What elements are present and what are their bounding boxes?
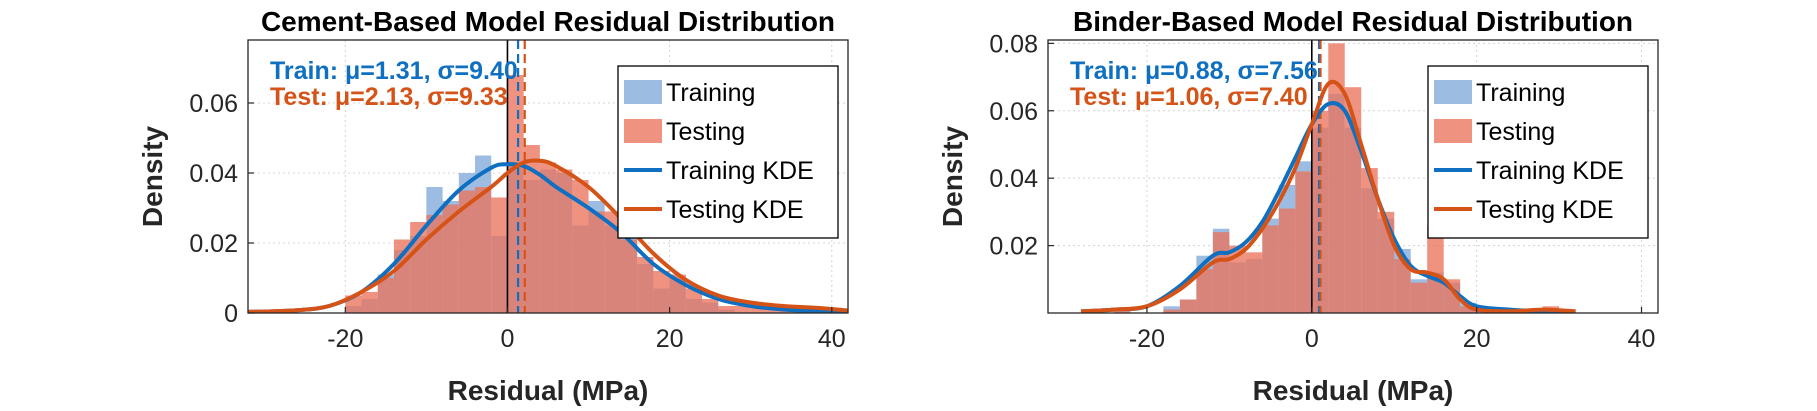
y-tick-label: 0.02 xyxy=(989,233,1038,261)
test-hist-bar xyxy=(734,306,751,313)
y-axis-label: Density xyxy=(137,126,168,228)
y-axis-label: Density xyxy=(937,126,968,228)
test-hist-bar xyxy=(1163,309,1180,313)
x-tick-label: 20 xyxy=(1463,325,1491,353)
test-hist-bar xyxy=(718,306,735,313)
test-hist-bar xyxy=(458,190,476,313)
test-hist-bar xyxy=(1361,168,1378,313)
legend-label: Training xyxy=(1476,79,1565,107)
test-hist-bar xyxy=(1278,208,1296,313)
legend-swatch-training xyxy=(1434,80,1472,104)
test-hist-bar xyxy=(1262,225,1279,313)
x-tick-label: 40 xyxy=(818,325,846,353)
x-tick-label: 0 xyxy=(501,325,515,353)
test-hist-bar xyxy=(556,169,573,313)
test-hist-bar xyxy=(653,271,670,313)
train-stats-text: Train: μ=1.31, σ=9.40 xyxy=(270,57,518,85)
test-hist-bar xyxy=(604,211,621,313)
test-hist-bar xyxy=(1245,252,1263,313)
test-hist-bar xyxy=(637,257,654,313)
x-tick-label: 20 xyxy=(656,325,684,353)
y-tick-label: 0 xyxy=(224,300,238,328)
test-hist-bar xyxy=(475,187,492,313)
test-hist-bar xyxy=(507,75,524,313)
test-hist-bar xyxy=(702,299,719,313)
test-hist-bar xyxy=(1113,309,1131,313)
test-hist-bar xyxy=(1328,43,1345,314)
x-tick-label: -20 xyxy=(1129,325,1165,353)
legend-label: Testing xyxy=(666,118,745,146)
legend: Training Testing Training KDE Testing KDE xyxy=(617,65,839,239)
test-hist-bar xyxy=(1196,269,1213,313)
test-hist-bar xyxy=(426,215,443,313)
legend-label: Testing KDE xyxy=(666,196,804,224)
test-hist-bar xyxy=(377,278,394,313)
test-hist-bar xyxy=(750,306,767,313)
x-tick-label: 40 xyxy=(1628,325,1656,353)
chart-title: Binder-Based Model Residual Distribution xyxy=(1073,6,1633,37)
test-stats-text: Test: μ=2.13, σ=9.33 xyxy=(270,83,508,111)
test-hist-bar xyxy=(523,145,540,313)
axes-box xyxy=(1047,39,1659,314)
train-stats-text: Train: μ=0.88, σ=7.56 xyxy=(1070,57,1318,85)
test-hist-bar xyxy=(588,211,605,313)
test-hist-bar xyxy=(1460,306,1477,313)
test-hist-bar xyxy=(1229,245,1246,313)
test-hist-bar xyxy=(1394,259,1411,313)
train-kde-line xyxy=(1080,101,1576,313)
test-hist-bar xyxy=(620,239,638,313)
test-hist-bar xyxy=(1179,299,1197,313)
test-hist-bar xyxy=(539,162,557,313)
test-hist-bar xyxy=(442,204,459,313)
test-hist-bar xyxy=(1427,225,1444,313)
test-hist-bar xyxy=(361,292,378,313)
test-kde-line xyxy=(248,158,848,313)
chart-title: Cement-Based Model Residual Distribution xyxy=(261,6,835,37)
binder-residual-chart: -20 0 20 40 0.02 0.04 0.06 0.08 Binder-Based Mod… xyxy=(937,6,1659,406)
y-tick-label: 0.04 xyxy=(189,160,238,188)
legend-label: Training KDE xyxy=(1476,157,1624,185)
legend-label: Testing xyxy=(1476,118,1555,146)
x-axis-label: Residual (MPa) xyxy=(1253,375,1454,406)
test-kde-line xyxy=(1080,79,1576,313)
y-tick-label: 0.06 xyxy=(189,90,238,118)
test-hist-bar xyxy=(491,197,508,313)
x-axis-label: Residual (MPa) xyxy=(448,375,649,406)
legend-swatch-testing xyxy=(624,119,662,143)
test-stats-text: Test: μ=1.06, σ=7.40 xyxy=(1070,83,1308,111)
cement-residual-chart: -20 0 20 40 0 0.02 0.04 0.06 Cement-Based Model … xyxy=(137,6,849,406)
test-hist-bar xyxy=(685,288,703,313)
y-tick-label: 0.04 xyxy=(989,165,1038,193)
legend-swatch-training xyxy=(624,80,662,104)
test-hist-bar xyxy=(1410,282,1428,313)
test-hist-bar xyxy=(1212,232,1230,313)
test-hist-bar xyxy=(1295,171,1312,313)
legend-swatch-testing xyxy=(1434,119,1472,143)
y-tick-label: 0.02 xyxy=(189,230,238,258)
legend: Training Testing Training KDE Testing KDE xyxy=(1427,65,1649,239)
x-tick-label: 0 xyxy=(1305,325,1319,353)
legend-label: Training KDE xyxy=(666,157,814,185)
test-hist-bar xyxy=(572,180,589,313)
x-tick-label: -20 xyxy=(327,325,363,353)
legend-label: Training xyxy=(666,79,755,107)
axes-box xyxy=(247,39,849,314)
y-tick-label: 0.06 xyxy=(989,98,1038,126)
legend-label: Testing KDE xyxy=(1476,196,1614,224)
y-tick-label: 0.08 xyxy=(989,30,1038,58)
